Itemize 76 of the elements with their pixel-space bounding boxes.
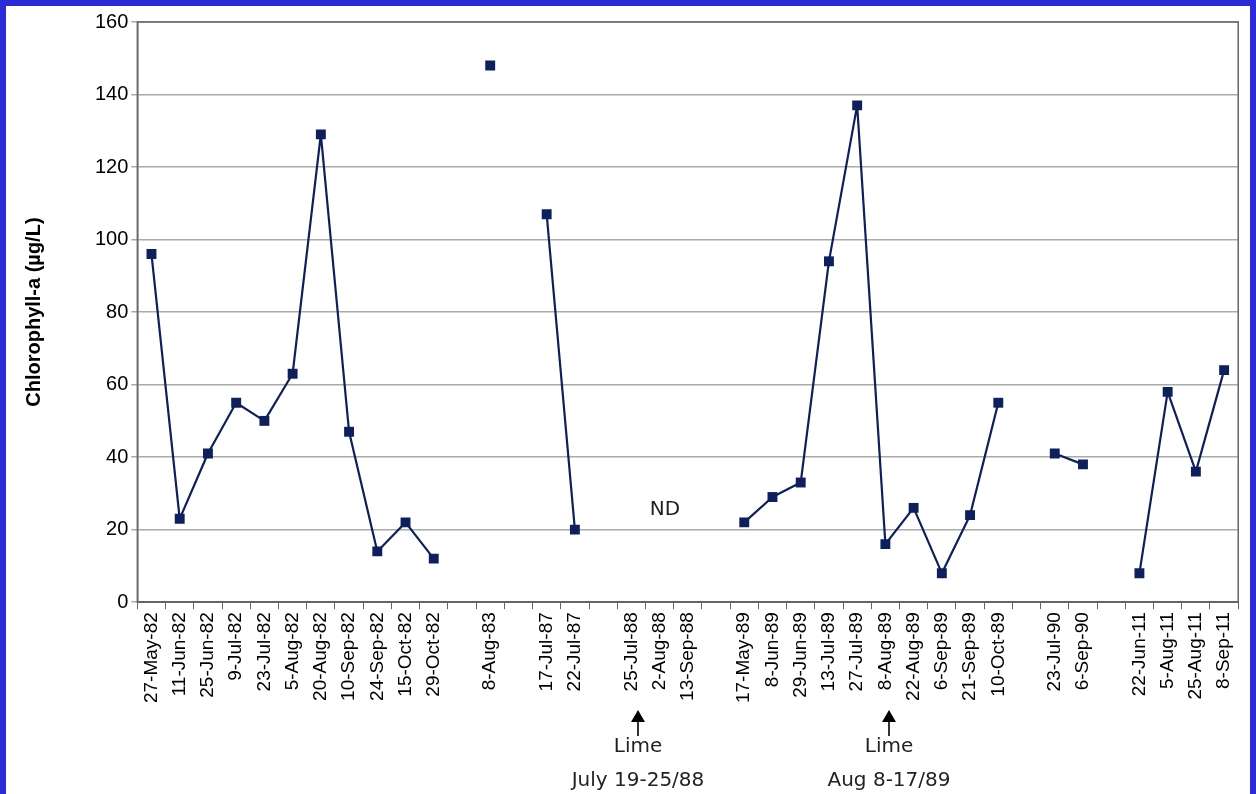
x-tick-label: 27-May-82 [139, 612, 161, 704]
point [485, 60, 496, 71]
point [287, 368, 298, 379]
x-tick-label: 5-Aug-11 [1155, 612, 1177, 689]
x-tick-label: 25-Aug-11 [1184, 612, 1206, 700]
x-tick-label: 8-Jun-89 [760, 612, 782, 688]
y-tick-label: 20 [106, 517, 129, 540]
point [823, 256, 834, 267]
point [315, 129, 326, 140]
y-tick-label: 40 [106, 444, 129, 467]
text: Lime July 19-25/88 [571, 732, 705, 793]
x-tick-label: 22-Jul-87 [563, 612, 585, 692]
x-tick-label: 23-Jul-82 [252, 612, 274, 692]
point [880, 539, 891, 550]
point [936, 568, 947, 579]
x-tick-label: 27-Jul-89 [845, 612, 867, 692]
point [541, 209, 552, 220]
point [1078, 459, 1088, 470]
y-tick-label: 60 [106, 372, 129, 395]
annotation: ND [649, 496, 681, 521]
x-tick-label: 25-Jul-88 [619, 612, 641, 692]
point [1134, 568, 1145, 579]
y-tick-label: 100 [94, 227, 129, 250]
x-tick-label: 22-Jun-11 [1127, 612, 1149, 697]
point [1162, 386, 1173, 397]
point [428, 553, 439, 564]
x-tick-label: 8-Aug-89 [873, 612, 895, 691]
point [259, 415, 270, 426]
x-tick-label: 10-Sep-82 [337, 612, 359, 701]
point [993, 397, 1004, 408]
y-tick-label: 160 [94, 9, 129, 32]
point [1219, 365, 1230, 376]
point [372, 546, 383, 557]
x-tick-label: 9-Jul-82 [224, 612, 246, 681]
x-tick-label: 17-May-89 [732, 612, 754, 704]
point [202, 448, 213, 459]
x-tick-label: 29-Oct-82 [421, 612, 443, 697]
y-axis-title: Chlorophyll-a (µg/L) [21, 217, 44, 407]
text: Lime Aug 8-17/89 [827, 732, 951, 793]
x-tick-label: 23-Jul-90 [1042, 612, 1064, 692]
point [231, 397, 242, 408]
point [1049, 448, 1060, 459]
x-tick-label: 2-Aug-88 [647, 612, 669, 691]
point [965, 510, 976, 521]
point [569, 524, 580, 535]
point [400, 517, 411, 528]
x-tick-label: 11-Jun-82 [167, 612, 189, 697]
x-tick-label: 29-Jun-89 [788, 612, 810, 698]
x-tick-label: 6-Sep-90 [1071, 612, 1093, 691]
x-tick-label: 24-Sep-82 [365, 612, 387, 701]
point [344, 426, 355, 437]
y-tick-label: 140 [94, 82, 129, 105]
x-tick-label: 20-Aug-82 [309, 612, 331, 701]
point [795, 477, 806, 488]
x-tick-label: 25-Jun-82 [196, 612, 218, 698]
point [1190, 466, 1201, 477]
x-tick-label: 8-Aug-83 [478, 612, 500, 691]
x-tick-label: 17-Jul-87 [534, 612, 556, 692]
x-tick-label: 21-Sep-89 [958, 612, 980, 701]
point [908, 502, 919, 513]
x-tick-label: 5-Aug-82 [280, 612, 302, 691]
y-tick-label: 80 [106, 299, 129, 322]
y-tick-label: 120 [94, 154, 129, 177]
x-tick-label: 10-Oct-89 [986, 612, 1008, 697]
x-tick-label: 22-Aug-89 [901, 612, 923, 701]
point [767, 492, 778, 502]
point [146, 249, 157, 260]
x-tick-label: 13-Sep-88 [676, 612, 698, 701]
x-tick-label: 8-Sep-11 [1212, 612, 1234, 689]
x-tick-label: 15-Oct-82 [393, 612, 415, 697]
y-tick-label: 0 [117, 589, 129, 612]
point [739, 517, 750, 528]
x-tick-label: 6-Sep-89 [930, 612, 952, 691]
point [174, 513, 185, 524]
x-tick-label: 13-Jul-89 [817, 612, 839, 692]
point [852, 100, 863, 111]
